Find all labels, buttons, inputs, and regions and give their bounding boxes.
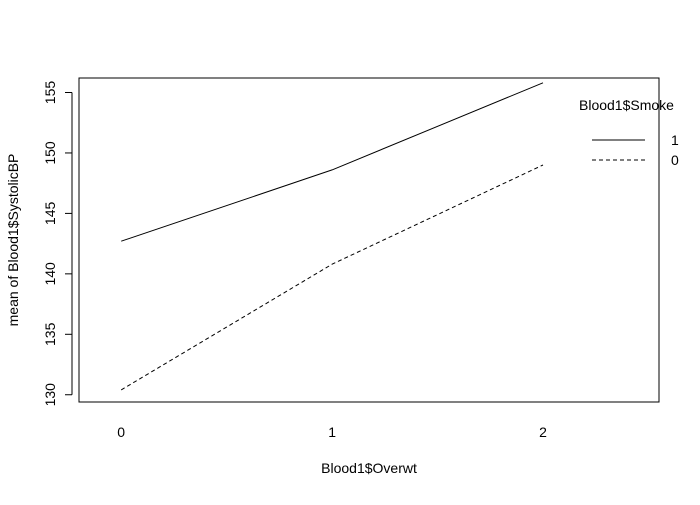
y-tick-label-155: 155 — [42, 81, 58, 105]
x-axis-label: Blood1$Overwt — [321, 460, 417, 476]
legend-title: Blood1$Smoke — [579, 97, 674, 113]
x-tick-label-2: 2 — [539, 424, 547, 440]
series-line-0 — [120, 164, 544, 391]
legend-entry-series-0: 0 — [671, 152, 679, 168]
plot-area-border — [78, 77, 660, 403]
legend-entry-series-1: 1 — [671, 132, 679, 148]
y-axis-label: mean of Blood1$SystolicBP — [5, 154, 21, 327]
series-line-1 — [121, 82, 544, 242]
y-tick-label-135: 135 — [42, 322, 58, 346]
y-tick-label-140: 140 — [42, 262, 58, 286]
y-tick-label-150: 150 — [42, 141, 58, 165]
x-axis: 0 1 2 — [117, 424, 547, 440]
legend: Blood1$Smoke 1 0 — [579, 97, 679, 168]
y-tick-label-145: 145 — [42, 202, 58, 226]
y-axis: 130 135 140 145 150 155 — [42, 81, 73, 407]
x-tick-label-1: 1 — [328, 424, 336, 440]
series-layer — [120, 82, 544, 391]
y-tick-label-130: 130 — [42, 383, 58, 407]
x-tick-label-0: 0 — [117, 424, 125, 440]
